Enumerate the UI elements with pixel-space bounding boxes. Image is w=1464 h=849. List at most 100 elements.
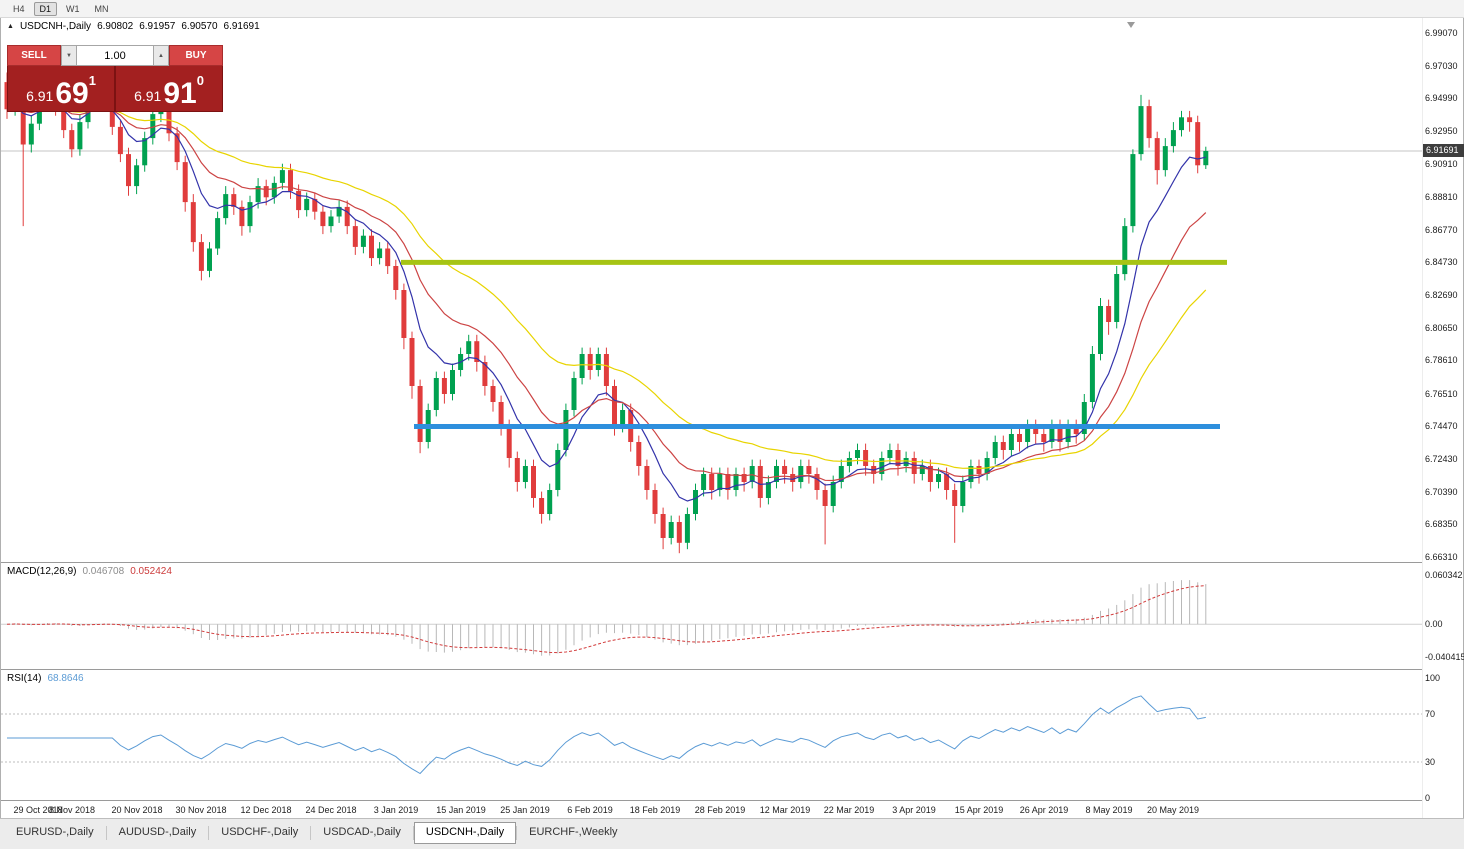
ohlc-open: 6.90802 — [97, 21, 134, 32]
price-axis-label: 6.82690 — [1425, 290, 1458, 300]
tab-divider — [105, 826, 107, 840]
chart-tab-usdcaddaily[interactable]: USDCAD-,Daily — [323, 826, 401, 838]
ma-medium-line — [6, 106, 1207, 482]
price-axis-label: 6.86770 — [1425, 225, 1458, 235]
price-axis-label: 6.74470 — [1425, 421, 1458, 431]
buy-price-big-digits: 91 — [163, 76, 197, 110]
volume-increase-icon[interactable]: ▲ — [153, 45, 169, 66]
macd-main-value: 0.046708 — [82, 566, 125, 577]
chart-tab-audusddaily[interactable]: AUDUSD-,Daily — [118, 826, 197, 838]
ohlc-close: 6.91691 — [223, 21, 260, 32]
chart-tab-eurchfweekly[interactable]: EURCHF-,Weekly — [529, 826, 618, 838]
date-label: 20 Nov 2018 — [111, 805, 163, 815]
ma-fast-line — [6, 102, 1206, 502]
price-axis-label: 6.68350 — [1425, 519, 1458, 529]
timeframe-toolbar: H4 D1 W1 MN — [0, 0, 1464, 18]
timeframe-button-h4[interactable]: H4 — [13, 3, 25, 14]
rsi-line — [7, 695, 1206, 775]
sell-price-display[interactable]: 6.91 69 1 — [8, 66, 114, 111]
price-axis-label: 6.90910 — [1425, 159, 1458, 169]
price-axis-label: 6.70390 — [1425, 487, 1458, 497]
price-axis-label: 6.84730 — [1425, 257, 1458, 267]
macd-title-text: MACD(12,26,9) — [7, 566, 77, 577]
timeframe-button-d1[interactable]: D1 — [33, 1, 58, 16]
macd-indicator-panel[interactable] — [1, 563, 1422, 669]
date-label: 24 Dec 2018 — [305, 805, 357, 815]
date-label: 30 Nov 2018 — [175, 805, 227, 815]
ma-slow-line — [6, 107, 1207, 470]
date-label: 8 May 2019 — [1085, 805, 1133, 815]
date-label: 28 Feb 2019 — [694, 805, 746, 815]
bid-ask-display: 6.91 69 1 6.91 91 0 — [7, 66, 223, 112]
price-axis-label: 6.78610 — [1425, 355, 1458, 365]
price-axis-label: 6.92950 — [1425, 126, 1458, 136]
date-label: 25 Jan 2019 — [500, 805, 550, 815]
timeframe-button-mn[interactable]: MN — [94, 3, 109, 14]
rsi-axis-label: 0 — [1425, 793, 1431, 803]
date-label: 12 Dec 2018 — [240, 805, 292, 815]
price-axis-label: 6.80650 — [1425, 323, 1458, 333]
buy-button[interactable]: BUY — [169, 45, 223, 66]
price-axis-label: 6.66310 — [1425, 552, 1458, 562]
ohlc-low: 6.90570 — [181, 21, 218, 32]
date-label: 3 Jan 2019 — [373, 805, 419, 815]
timeframe-button-w1[interactable]: W1 — [66, 3, 80, 14]
chart-tab-bar: EURUSD-,Daily AUDUSD-,Daily USDCHF-,Daily U… — [0, 818, 1464, 849]
sell-price-prefix: 6.91 — [26, 88, 54, 104]
volume-decrease-icon[interactable]: ▼ — [61, 45, 77, 66]
chart-shift-marker-icon — [1127, 22, 1135, 28]
panel-separator[interactable] — [1, 562, 1463, 563]
tab-divider — [412, 826, 414, 840]
rsi-axis-label: 100 — [1425, 673, 1441, 683]
macd-label: MACD(12,26,9) 0.046708 0.052424 — [7, 566, 172, 577]
chart-tab-usdcnhdaily[interactable]: USDCNH-,Daily — [413, 822, 517, 844]
tab-divider — [516, 826, 518, 840]
buy-price-display[interactable]: 6.91 91 0 — [114, 66, 222, 111]
one-click-trading-panel: SELL ▼ ▲ BUY 6.91 69 1 6.91 91 0 — [7, 45, 223, 112]
volume-input[interactable] — [77, 45, 153, 66]
chart-tab-eurusddaily[interactable]: EURUSD-,Daily — [16, 826, 94, 838]
panel-separator[interactable] — [1, 800, 1463, 801]
date-label: 8 Nov 2018 — [48, 805, 96, 815]
chart-symbol-title: USDCNH-,Daily — [19, 21, 92, 32]
ohlc-high: 6.91957 — [139, 21, 176, 32]
panel-separator[interactable] — [1, 669, 1463, 670]
main-price-chart[interactable] — [1, 18, 1422, 562]
date-label: 6 Feb 2019 — [567, 805, 613, 815]
date-label: 3 Apr 2019 — [892, 805, 936, 815]
buy-price-prefix: 6.91 — [134, 88, 162, 104]
macd-axis-label: 0.00 — [1425, 619, 1443, 629]
price-axis-label: 6.99070 — [1425, 28, 1458, 38]
date-label: 18 Feb 2019 — [629, 805, 681, 815]
date-label: 15 Apr 2019 — [954, 805, 1004, 815]
buy-price-point: 0 — [196, 73, 204, 88]
rsi-title-text: RSI(14) — [7, 673, 42, 684]
price-axis-label: 6.72430 — [1425, 454, 1458, 464]
tab-divider — [310, 826, 312, 840]
price-axis-label: 6.76510 — [1425, 389, 1458, 399]
price-axis[interactable]: 6.91691 6.99070 6.97030 6.94990 6.92950 6.90… — [1422, 18, 1464, 818]
date-label: 15 Jan 2019 — [436, 805, 486, 815]
date-label: 12 Mar 2019 — [759, 805, 811, 815]
tab-divider — [208, 826, 210, 840]
rsi-label: RSI(14) 68.8646 — [7, 673, 84, 684]
date-label: 26 Apr 2019 — [1019, 805, 1069, 815]
current-price-tag: 6.91691 — [1423, 144, 1464, 157]
date-axis[interactable]: 29 Oct 2018 8 Nov 2018 20 Nov 2018 30 Nov 2… — [1, 801, 1422, 818]
macd-axis-label: 0.060342 — [1425, 570, 1463, 580]
sell-button[interactable]: SELL — [7, 45, 61, 66]
rsi-indicator-panel[interactable] — [1, 670, 1422, 800]
macd-signal-value: 0.052424 — [130, 566, 172, 577]
date-label: 29 Oct 2018 — [13, 805, 63, 815]
date-label: 20 May 2019 — [1146, 805, 1200, 815]
price-axis-label: 6.94990 — [1425, 93, 1458, 103]
chart-window[interactable]: ▲ USDCNH-,Daily 6.90802 6.91957 6.90570 … — [0, 18, 1464, 818]
sell-price-point: 1 — [88, 73, 96, 88]
chart-tab-usdchfdaily[interactable]: USDCHF-,Daily — [221, 826, 299, 838]
macd-axis-label: -0.040415 — [1425, 652, 1464, 662]
date-label: 22 Mar 2019 — [823, 805, 875, 815]
price-axis-label: 6.88810 — [1425, 192, 1458, 202]
sell-price-big-digits: 69 — [55, 76, 89, 110]
rsi-axis-label: 70 — [1425, 709, 1436, 719]
